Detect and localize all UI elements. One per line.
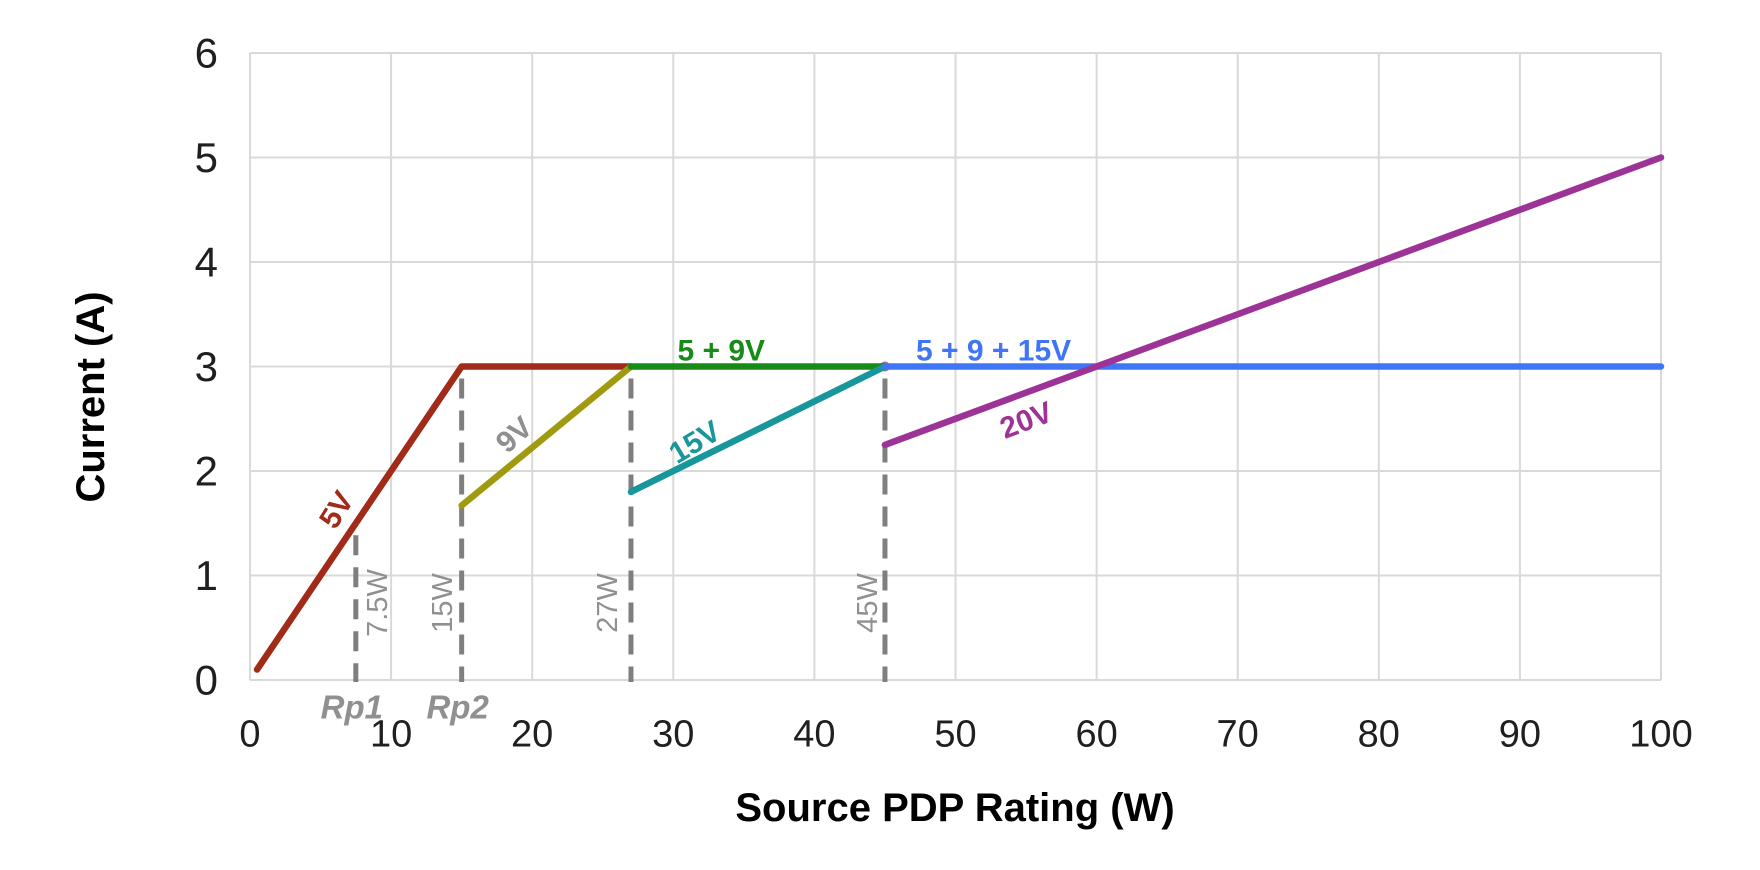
series-label-59V: 5 + 9V bbox=[677, 334, 765, 367]
x-tick-label: 40 bbox=[793, 713, 835, 755]
series-line-9V bbox=[458, 363, 635, 509]
x-tick-label: 50 bbox=[934, 713, 976, 755]
x-tick-label: 100 bbox=[1629, 713, 1692, 755]
power-guide-watt-label: 15W bbox=[427, 573, 459, 633]
x-tick-label: 0 bbox=[239, 713, 260, 755]
x-tick-label: 60 bbox=[1075, 713, 1117, 755]
y-tick-label: 0 bbox=[195, 657, 218, 704]
power-guide-watt-label: 45W bbox=[852, 573, 884, 633]
y-tick-label: 3 bbox=[195, 343, 218, 390]
rp-label: Rp1 bbox=[321, 689, 383, 726]
y-tick-label: 1 bbox=[195, 552, 218, 599]
x-tick-label: 70 bbox=[1217, 713, 1259, 755]
series-lines bbox=[253, 154, 1665, 673]
series-line-5V bbox=[253, 363, 635, 673]
power-guide-watt-label: 7.5W bbox=[362, 569, 394, 637]
x-tick-label: 30 bbox=[652, 713, 694, 755]
tick-labels: 0 10 20 30 40 50 60 70 80 90 100 0 1 2 3 4 5 6 bbox=[195, 30, 1693, 756]
power-guide-watt-label: 27W bbox=[592, 573, 624, 633]
x-tick-label: 10 bbox=[370, 713, 412, 755]
y-tick-label: 4 bbox=[195, 239, 218, 286]
x-tick-label: 20 bbox=[511, 713, 553, 755]
y-axis-title: Current (A) bbox=[69, 291, 113, 502]
power-guides: 7.5W Rp1 15W Rp2 27W 45W bbox=[321, 361, 890, 726]
x-tick-label: 90 bbox=[1499, 713, 1541, 755]
x-tick-label: 80 bbox=[1358, 713, 1400, 755]
series-line-20V bbox=[881, 154, 1665, 449]
y-tick-label: 5 bbox=[195, 134, 218, 181]
x-axis-title: Source PDP Rating (W) bbox=[735, 786, 1174, 830]
series-label-5915V: 5 + 9 + 15V bbox=[916, 334, 1071, 367]
y-tick-label: 2 bbox=[195, 448, 218, 495]
series-line-15V bbox=[627, 363, 889, 496]
rp-label: Rp2 bbox=[426, 689, 489, 726]
y-tick-label: 6 bbox=[195, 30, 218, 77]
